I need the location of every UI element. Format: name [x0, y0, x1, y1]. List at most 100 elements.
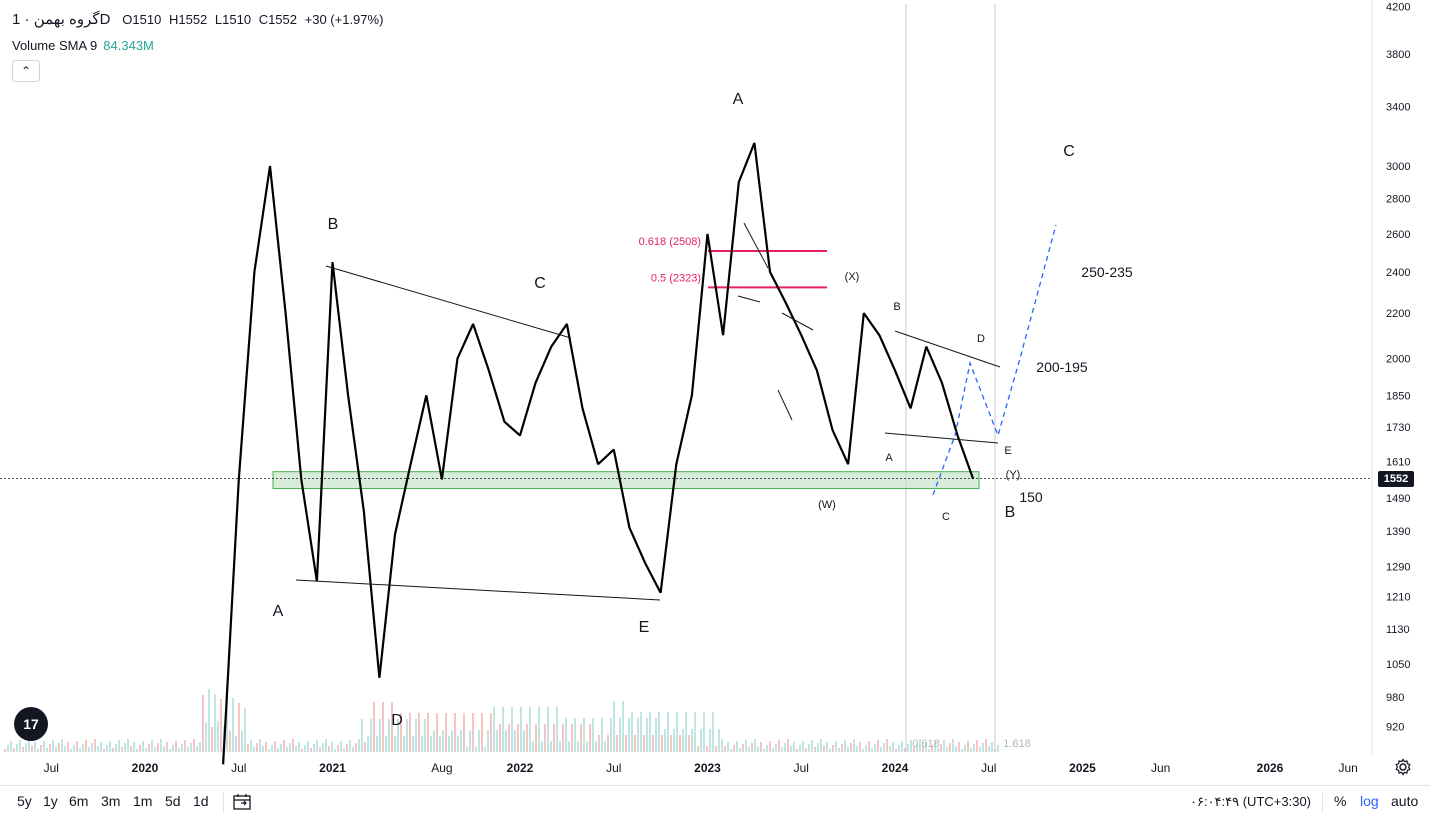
percent-scale-toggle[interactable]: %: [1334, 793, 1347, 809]
volume-bar: [256, 743, 258, 752]
volume-bar: [820, 739, 822, 752]
volume-bar: [232, 698, 234, 752]
low-value: L1510: [214, 12, 252, 27]
symbol-name[interactable]: گروه بهمن · 1D: [12, 11, 111, 28]
volume-bar: [814, 747, 816, 752]
volume-bar: [922, 746, 924, 752]
volume-bar: [979, 747, 981, 752]
volume-bar: [196, 746, 198, 752]
volume-bar: [823, 746, 825, 752]
volume-bar: [649, 712, 651, 752]
volume-bar: [856, 746, 858, 752]
volume-bar: [532, 741, 534, 752]
volume-bar: [955, 746, 957, 752]
time-axis-label: 2025: [1069, 761, 1096, 775]
volume-bar: [304, 745, 306, 752]
volume-bar: [589, 724, 591, 752]
volume-bar: [541, 741, 543, 752]
range-1y-button[interactable]: 1y: [43, 793, 58, 809]
volume-bar: [106, 745, 108, 752]
time-axis-label: Jul: [981, 761, 996, 775]
volume-bar: [526, 724, 528, 752]
wave-label: D: [977, 333, 985, 345]
volume-bar: [598, 735, 600, 752]
toolbar-divider: [223, 793, 224, 813]
volume-bar: [841, 744, 843, 752]
volume-bar: [490, 713, 492, 752]
volume-bar: [253, 747, 255, 752]
range-5d-button[interactable]: 5d: [165, 793, 181, 809]
volume-bar: [220, 699, 222, 752]
volume-bar: [967, 741, 969, 752]
volume-bar: [37, 749, 39, 752]
volume-bar: [544, 724, 546, 752]
indicator-legend[interactable]: Volume SMA 9 84.343M: [12, 38, 154, 53]
volume-bar: [940, 744, 942, 752]
price-chart[interactable]: 4200 3800 3400 3000 2800 2600 2400 2200 2000 1850…: [0, 0, 1430, 785]
range-1d-button[interactable]: 1d: [193, 793, 209, 809]
time-axis-label: Jul: [606, 761, 621, 775]
volume-bar: [517, 724, 519, 752]
volume-bar: [406, 719, 408, 752]
collapse-legend-button[interactable]: ⌃: [12, 60, 40, 82]
volume-bar: [487, 730, 489, 752]
auto-scale-toggle[interactable]: auto: [1391, 793, 1419, 809]
volume-bar: [481, 713, 483, 752]
volume-bar: [859, 742, 861, 752]
volume-bar: [238, 703, 240, 752]
tradingview-logo[interactable]: 17: [14, 707, 48, 741]
log-scale-toggle[interactable]: log: [1360, 793, 1379, 809]
volume-bar: [937, 748, 939, 752]
volume-bar: [748, 747, 750, 752]
volume-bar: [976, 740, 978, 752]
volume-bar: [874, 744, 876, 752]
volume-bar: [388, 719, 390, 752]
settings-icon[interactable]: [1394, 758, 1412, 776]
volume-bar: [907, 744, 909, 752]
volume-bar: [364, 742, 366, 752]
volume-bar: [352, 747, 354, 752]
target-label: 150: [1019, 489, 1043, 505]
volume-bar: [298, 742, 300, 752]
volume-bar: [703, 712, 705, 752]
volume-bar: [781, 747, 783, 752]
volume-bar: [502, 707, 504, 752]
price-axis-label: 3000: [1386, 161, 1410, 173]
clock-timezone[interactable]: ۰۶:۰۴:۴۹ (UTC+3:30): [1190, 794, 1311, 809]
projection-path: [932, 224, 1057, 496]
volume-bar: [214, 694, 216, 752]
volume-bar: [670, 735, 672, 752]
volume-bar: [562, 724, 564, 752]
time-axis-label: 2020: [132, 761, 159, 775]
price-axis-label: 2000: [1386, 353, 1410, 365]
trendline: [777, 389, 793, 421]
volume-bar: [835, 741, 837, 752]
time-axis-label: Aug: [431, 761, 452, 775]
volume-bar: [652, 735, 654, 752]
wave-label: (Y): [1006, 469, 1021, 481]
volume-bar: [583, 718, 585, 752]
wave-label: A: [273, 603, 284, 620]
volume-bar: [607, 735, 609, 752]
range-3m-button[interactable]: 3m: [101, 793, 121, 809]
volume-bar: [433, 730, 435, 752]
wave-label: A: [733, 91, 744, 108]
volume-bar: [448, 736, 450, 752]
chart-area[interactable]: 4200 3800 3400 3000 2800 2600 2400 2200 2000 1850…: [0, 0, 1430, 785]
volume-bar: [127, 739, 129, 752]
volume-bar: [706, 746, 708, 752]
range-6m-button[interactable]: 6m: [69, 793, 89, 809]
range-1m-button[interactable]: 1m: [133, 793, 153, 809]
price-series-line: [222, 142, 975, 765]
wave-label: D: [391, 712, 403, 729]
volume-bar: [40, 745, 42, 752]
volume-bar: [337, 745, 339, 752]
volume-bar: [892, 742, 894, 752]
volume-bar: [511, 707, 513, 752]
time-axis-label: 2022: [507, 761, 534, 775]
range-5y-button[interactable]: 5y: [17, 793, 32, 809]
calendar-icon[interactable]: [232, 792, 252, 812]
volume-bar: [613, 701, 615, 752]
wave-label: A: [885, 452, 893, 464]
volume-bar: [721, 739, 723, 752]
